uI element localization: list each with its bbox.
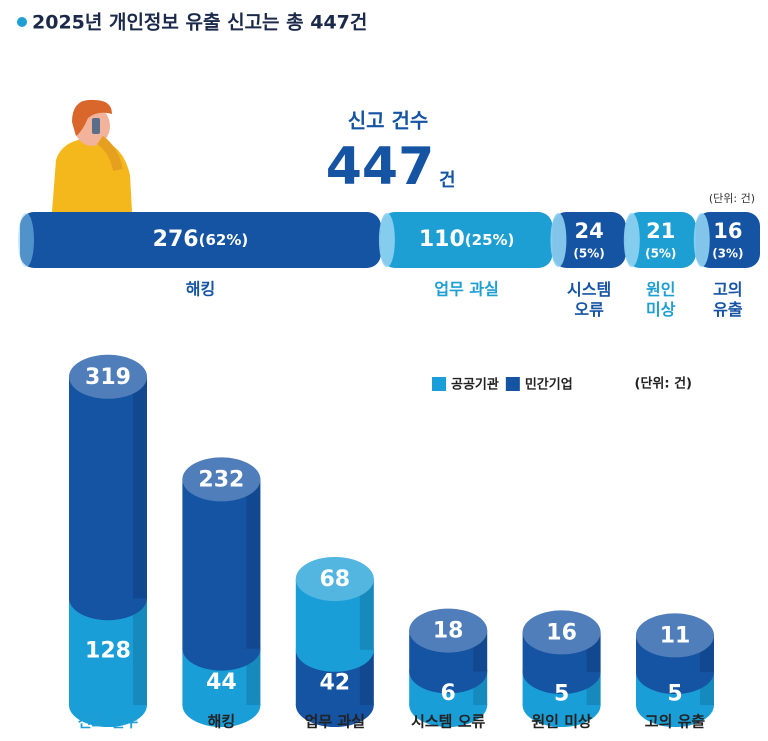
cylinder-top (409, 608, 488, 653)
share-label: (5%) (573, 247, 604, 261)
cylinder-shade (133, 598, 147, 705)
category-label: 해킹 (186, 280, 215, 299)
category-label: 업무 과실 (434, 280, 498, 299)
value-label: 276(62%) (153, 227, 249, 252)
value-label: 21 (646, 219, 675, 243)
cylinder-top-light (69, 354, 147, 399)
value-label: 5 (667, 682, 682, 707)
category-label: 고의 유출 (713, 280, 743, 319)
cylinder-top (182, 457, 261, 502)
value-label: 319 (85, 365, 131, 390)
share-label: (5%) (645, 247, 676, 261)
cylinder-top-light (522, 610, 601, 655)
cylinder-top-light (182, 457, 261, 502)
bar-segment (552, 212, 626, 268)
cylinder-shade (359, 579, 374, 650)
x-tick-label: 시스템 오류 (411, 713, 485, 731)
title-bullet (17, 17, 27, 27)
value-label: 232 (198, 467, 244, 492)
value-label: 42 (319, 670, 350, 695)
cylinder-top-light (409, 608, 488, 653)
cylinder-top-light (295, 557, 374, 601)
segment-end (550, 213, 567, 267)
legend-swatch (505, 377, 520, 391)
person-illustration (52, 99, 132, 212)
category-label: 시스템 오류 (567, 280, 611, 319)
unit-label: (단위: 건) (709, 192, 755, 205)
title: 2025년 개인정보 유출 신고는 총 447건 (32, 12, 367, 34)
legend-swatch (432, 377, 446, 391)
bar-segment (625, 212, 696, 268)
cylinder-top-light (636, 613, 714, 658)
cylinder-segment (69, 376, 147, 599)
label-part: 110 (419, 227, 465, 252)
label-part: 276 (153, 227, 199, 252)
cylinder-top (295, 557, 374, 601)
value-label: 5 (554, 682, 569, 707)
legend-label: 민간기업 (525, 377, 573, 393)
cylinder-top (69, 354, 147, 399)
value-label: 68 (319, 567, 350, 592)
value-label: 24 (574, 219, 603, 243)
bar-segment (695, 212, 760, 268)
value-label: 16 (546, 620, 577, 645)
cylinder-shade (246, 479, 261, 649)
value-label: 18 (433, 619, 464, 644)
segment-end (623, 213, 640, 267)
x-tick-label: 신고 건수 (78, 713, 139, 731)
x-tick-label: 해킹 (208, 713, 236, 731)
bar-segment (380, 212, 553, 268)
cylinder-shade (133, 376, 147, 599)
segment-end (378, 213, 395, 267)
value-label: 6 (441, 681, 456, 706)
total-value: 447 (326, 137, 435, 197)
category-label: 원인 미상 (646, 280, 676, 319)
bar-segment (20, 212, 381, 268)
total-unit: 건 (439, 170, 456, 191)
cylinder-top (522, 610, 601, 655)
value-label: 11 (660, 623, 691, 648)
share-label: (3%) (712, 247, 743, 261)
segment-end (693, 213, 710, 267)
legend-label: 공공기관 (451, 377, 499, 393)
value-label: 16 (713, 219, 742, 243)
unit-label: (단위: 건) (635, 376, 693, 392)
x-tick-label: 업무 과실 (305, 713, 365, 731)
value-label: 110(25%) (419, 227, 515, 252)
cylinder-top (636, 613, 714, 658)
value-label: 128 (85, 639, 131, 664)
value-label: 44 (206, 670, 237, 695)
x-tick-label: 원인 미상 (531, 713, 592, 731)
label-part: (62%) (199, 231, 249, 249)
x-tick-label: 고의 유출 (645, 713, 706, 731)
cylinder-segment (182, 479, 261, 649)
total-label: 신고 건수 (348, 109, 429, 133)
segment-end (18, 213, 34, 267)
label-part: (25%) (465, 231, 515, 249)
